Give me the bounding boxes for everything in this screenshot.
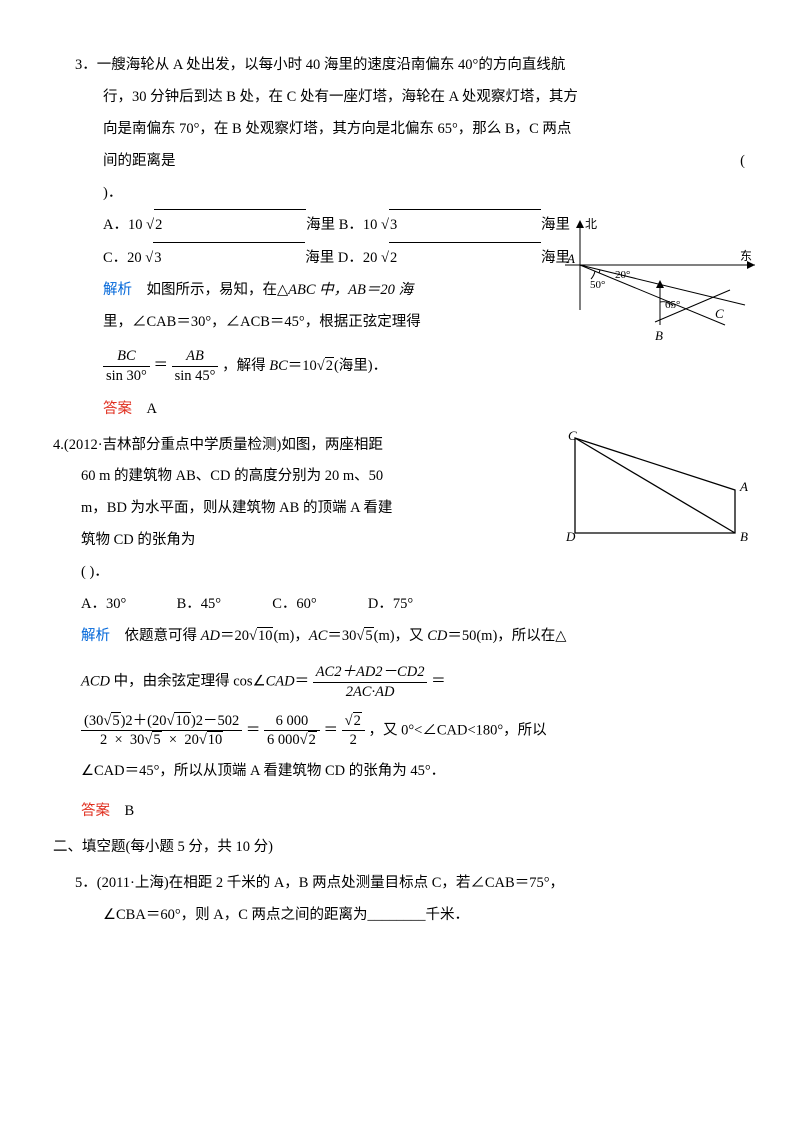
solution-label: 解析 [103,282,132,298]
svg-text:B: B [740,529,748,544]
answer-label: 答案 [81,803,110,819]
q3-solution: 解析 如图所示，易知，在△ABC 中，AB＝20 海 [75,275,523,307]
question-3: 3．一艘海轮从 A 处出发，以每小时 40 海里的速度沿南偏东 40°的方向直线… [75,50,745,426]
svg-text:50°: 50° [590,279,605,291]
solution-label: 解析 [81,628,110,644]
svg-text:东: 东 [740,249,752,263]
svg-text:C: C [715,306,724,321]
svg-text:65°: 65° [665,299,680,311]
svg-text:A: A [566,251,575,266]
answer-label: 答案 [103,401,132,417]
svg-text:北: 北 [585,217,597,231]
svg-text:C: C [568,428,577,443]
q3-stem: 3．一艘海轮从 A 处出发，以每小时 40 海里的速度沿南偏东 40°的方向直线… [75,50,745,82]
q4-answer: 答案 B [53,796,745,828]
svg-text:20°: 20° [615,269,630,281]
q-number: 3． [75,57,97,73]
q4-solution: 解析 依题意可得 AD＝20√10(m)，AC＝30√5(m)，又 CD＝50(… [53,621,745,653]
q4-figure: C D A B [560,428,755,561]
section-2-heading: 二、填空题(每小题 5 分，共 10 分) [53,832,745,864]
svg-text:B: B [655,328,663,343]
question-4: C D A B 4.(2012·吉林部分重点中学质量检测)如图，两座相距 60 … [53,430,745,828]
q4-options: A．30° B．45° C．60° D．75° [53,589,745,621]
svg-text:A: A [739,479,748,494]
question-5: 5．(2011·上海)在相距 2 千米的 A，B 两点处测量目标点 C，若∠CA… [75,868,745,932]
q3-figure: A B C 北 东 50° 20° 65° [555,210,765,373]
q3-answer: 答案 A [75,394,745,426]
svg-text:D: D [565,529,576,544]
